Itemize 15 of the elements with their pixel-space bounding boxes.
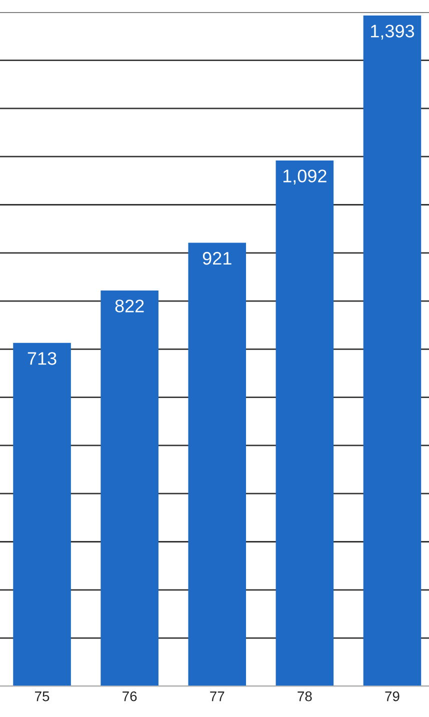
- bar: [276, 160, 334, 686]
- x-tick-label: 76: [122, 691, 137, 702]
- x-tick-label: 78: [298, 691, 312, 702]
- data-label: 1,393: [371, 24, 414, 40]
- x-tick-label: 75: [35, 692, 50, 702]
- x-tick-label: 79: [385, 691, 400, 702]
- bar: [363, 16, 422, 686]
- bar: [100, 290, 158, 686]
- x-tick-label: 77: [210, 692, 224, 702]
- bar: [188, 242, 246, 686]
- bar: [13, 342, 71, 686]
- data-label: 1,092: [283, 170, 326, 185]
- data-label: 822: [115, 300, 144, 312]
- data-label: 713: [28, 352, 56, 365]
- data-label: 921: [202, 252, 232, 265]
